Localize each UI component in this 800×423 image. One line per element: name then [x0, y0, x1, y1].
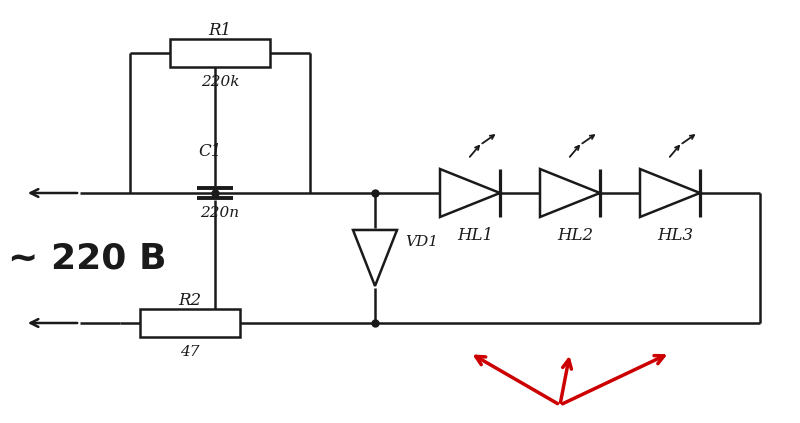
Text: 47: 47 [180, 345, 200, 359]
Text: R1: R1 [209, 22, 231, 39]
Polygon shape [540, 169, 600, 217]
Text: HL1: HL1 [457, 227, 493, 244]
Text: HL3: HL3 [657, 227, 693, 244]
Polygon shape [353, 230, 397, 286]
Text: VD1: VD1 [405, 235, 438, 249]
Polygon shape [440, 169, 500, 217]
Bar [170, 39, 270, 67]
Text: C1: C1 [198, 143, 222, 160]
Text: 220k: 220k [201, 75, 239, 89]
Bar [140, 309, 240, 337]
Text: R2: R2 [178, 292, 202, 309]
Polygon shape [640, 169, 700, 217]
Text: 220n: 220n [201, 206, 239, 220]
Text: HL2: HL2 [557, 227, 593, 244]
Text: ~ 220 В: ~ 220 В [8, 241, 166, 275]
